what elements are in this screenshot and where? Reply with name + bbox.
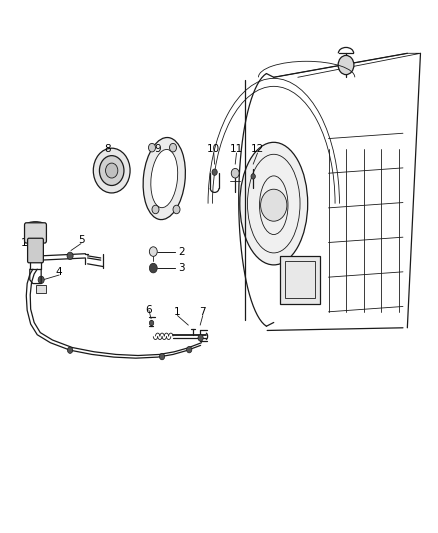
Circle shape — [149, 263, 157, 273]
Circle shape — [187, 346, 192, 353]
Text: 3: 3 — [178, 263, 185, 273]
Ellipse shape — [143, 138, 185, 220]
Circle shape — [148, 143, 155, 152]
Circle shape — [231, 168, 239, 178]
Circle shape — [338, 55, 354, 75]
Text: 9: 9 — [154, 144, 161, 154]
Text: 2: 2 — [178, 247, 185, 256]
Circle shape — [38, 276, 44, 284]
FancyBboxPatch shape — [28, 238, 43, 263]
Text: 4: 4 — [56, 267, 63, 277]
Bar — [285, 261, 315, 298]
Circle shape — [149, 247, 157, 256]
Circle shape — [99, 156, 124, 185]
Text: 10: 10 — [207, 144, 220, 154]
Text: 11: 11 — [230, 144, 243, 154]
Circle shape — [173, 205, 180, 214]
Ellipse shape — [240, 142, 307, 265]
Bar — [36, 285, 46, 293]
Circle shape — [67, 347, 73, 353]
Circle shape — [251, 174, 255, 179]
Circle shape — [198, 335, 203, 341]
Circle shape — [149, 320, 154, 326]
Circle shape — [106, 163, 118, 178]
Circle shape — [212, 169, 217, 175]
Circle shape — [152, 205, 159, 214]
Circle shape — [67, 252, 73, 260]
Text: 1: 1 — [174, 307, 181, 317]
Text: 5: 5 — [78, 236, 85, 245]
Bar — [280, 256, 320, 304]
Text: 1: 1 — [21, 238, 28, 247]
Text: 8: 8 — [104, 144, 111, 154]
FancyBboxPatch shape — [25, 223, 46, 243]
Circle shape — [93, 148, 130, 193]
Circle shape — [159, 353, 165, 360]
Ellipse shape — [151, 149, 178, 208]
Circle shape — [261, 189, 287, 221]
Text: 7: 7 — [199, 307, 206, 317]
Circle shape — [170, 143, 177, 152]
Text: 6: 6 — [145, 305, 152, 315]
Text: 12: 12 — [251, 144, 264, 154]
